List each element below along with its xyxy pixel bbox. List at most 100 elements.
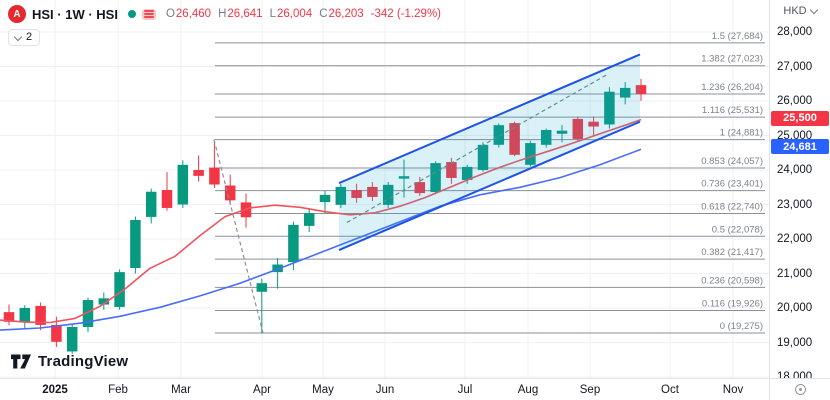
candle[interactable] bbox=[619, 87, 631, 98]
indicator-dot-icon[interactable] bbox=[127, 10, 136, 18]
candle[interactable] bbox=[3, 312, 15, 322]
time-tick-label: Mar bbox=[171, 384, 191, 396]
candle[interactable] bbox=[224, 185, 236, 201]
time-tick-label: May bbox=[312, 384, 334, 396]
channel-fill[interactable] bbox=[339, 54, 640, 251]
candle[interactable] bbox=[193, 170, 204, 176]
tradingview-mark-icon bbox=[11, 354, 31, 369]
fib-level-label: 1.236 (26,204) bbox=[701, 82, 763, 93]
candle[interactable] bbox=[19, 308, 31, 322]
fib-anchor-line[interactable] bbox=[213, 139, 264, 334]
currency-label: HKD bbox=[783, 5, 807, 17]
time-tick-label: Aug bbox=[517, 384, 539, 396]
candle[interactable] bbox=[288, 224, 299, 263]
price-chart[interactable]: 1.5 (27,684) 1.382 (27,023) 1.236 (26,204)… bbox=[0, 0, 769, 378]
candle[interactable] bbox=[446, 162, 457, 178]
candle[interactable] bbox=[51, 324, 62, 342]
candle[interactable] bbox=[66, 326, 78, 352]
candle[interactable] bbox=[35, 305, 46, 325]
fib-level-label: 1.116 (25,531) bbox=[702, 105, 763, 116]
price-value-badge: 24,681 bbox=[771, 139, 829, 154]
change-value: -342 (-1.29%) bbox=[370, 8, 441, 20]
price-tick-label: 23,000 bbox=[777, 198, 813, 211]
fib-level-label: 0.382 (21,417) bbox=[701, 247, 763, 258]
channel-bottom-line[interactable] bbox=[338, 120, 641, 251]
channel-mid-line[interactable] bbox=[346, 73, 609, 223]
candle[interactable] bbox=[414, 182, 426, 194]
candle[interactable] bbox=[461, 166, 473, 181]
candle[interactable] bbox=[161, 190, 173, 208]
candle[interactable] bbox=[493, 125, 505, 145]
candle[interactable] bbox=[335, 186, 347, 205]
ma-slow-line[interactable] bbox=[0, 148, 642, 331]
chart-canvas[interactable]: 1.5 (27,684) 1.382 (27,023) 1.236 (26,204)… bbox=[0, 0, 769, 378]
close-label: C bbox=[319, 8, 328, 20]
candle[interactable] bbox=[477, 144, 489, 170]
axis-corner bbox=[769, 378, 830, 400]
time-tick-label: Nov bbox=[722, 384, 744, 396]
candle[interactable] bbox=[635, 85, 647, 94]
high-label: H bbox=[218, 8, 227, 20]
candle[interactable] bbox=[209, 167, 220, 185]
collapse-indicators-button[interactable]: 2 bbox=[8, 29, 41, 46]
candle[interactable] bbox=[556, 130, 568, 134]
indicator-lines-icon[interactable] bbox=[141, 8, 156, 20]
price-tick-label: 27,000 bbox=[777, 60, 813, 73]
fib-level-label: 1 (24,881) bbox=[720, 128, 763, 139]
tradingview-logo[interactable]: TradingView bbox=[10, 353, 128, 370]
candle[interactable] bbox=[382, 184, 394, 205]
price-tick-label: 21,000 bbox=[777, 267, 813, 280]
time-tick-label: Jun bbox=[375, 384, 395, 396]
channel-top-line[interactable] bbox=[338, 53, 641, 185]
candle[interactable] bbox=[540, 129, 552, 145]
price-tick-label: 25,000 bbox=[777, 129, 813, 142]
open-label: O bbox=[165, 8, 175, 20]
candle[interactable] bbox=[98, 298, 110, 305]
ma-fast-line[interactable] bbox=[0, 118, 642, 324]
candle[interactable] bbox=[525, 143, 536, 165]
fib-level-label: 0.736 (23,401) bbox=[701, 179, 763, 190]
candle[interactable] bbox=[430, 163, 441, 193]
candle[interactable] bbox=[367, 186, 378, 197]
price-tick-label: 19,000 bbox=[777, 336, 813, 349]
candle[interactable] bbox=[398, 176, 410, 179]
price-tick-label: 24,000 bbox=[777, 164, 813, 176]
time-tick-label: Apr bbox=[253, 384, 271, 396]
price-axis[interactable]: HKD 28,000 27,000 26,000 25,000 24,000 23,000… bbox=[769, 0, 830, 383]
candle[interactable] bbox=[130, 220, 141, 268]
candle[interactable] bbox=[303, 213, 315, 226]
fib-level-label: 0.853 (24,057) bbox=[701, 156, 763, 167]
candle[interactable] bbox=[604, 91, 615, 125]
candle[interactable] bbox=[145, 191, 157, 217]
candle[interactable] bbox=[256, 283, 268, 292]
chevron-down-icon bbox=[13, 32, 23, 41]
time-tick-label: Oct bbox=[661, 384, 679, 396]
symbol-logo: A bbox=[8, 5, 26, 23]
time-tick-label: 2025 bbox=[42, 384, 68, 396]
currency-selector[interactable]: HKD bbox=[770, 5, 830, 17]
chart-legend: A HSI · 1W · HSI O26,460 H26,641 L26,004… bbox=[8, 5, 441, 46]
settings-icon[interactable] bbox=[794, 384, 806, 395]
open-value: 26,460 bbox=[175, 8, 212, 20]
price-tick-label: 22,000 bbox=[777, 233, 813, 245]
indicator-count: 2 bbox=[26, 31, 33, 43]
candle[interactable] bbox=[509, 123, 520, 155]
candle[interactable] bbox=[82, 300, 94, 327]
candle[interactable] bbox=[351, 190, 362, 198]
time-tick-label: Jul bbox=[457, 384, 473, 396]
candle[interactable] bbox=[177, 164, 189, 205]
price-tick-label: 20,000 bbox=[777, 302, 813, 314]
candle[interactable] bbox=[572, 118, 584, 139]
chevron-down-icon bbox=[809, 5, 818, 14]
low-label: L bbox=[269, 8, 276, 20]
candle[interactable] bbox=[114, 272, 125, 307]
high-value: 26,641 bbox=[227, 8, 263, 20]
time-axis[interactable]: 2025 Feb Mar Apr May Jun Jul Aug Sep Oct Nov bbox=[0, 378, 769, 400]
candle[interactable] bbox=[272, 264, 283, 273]
price-tick-label: 26,000 bbox=[777, 95, 813, 107]
fib-level-label: 0.618 (22,740) bbox=[701, 201, 763, 212]
candle[interactable] bbox=[588, 121, 599, 127]
candle[interactable] bbox=[319, 194, 331, 203]
symbol-title[interactable]: HSI · 1W · HSI bbox=[32, 6, 118, 22]
